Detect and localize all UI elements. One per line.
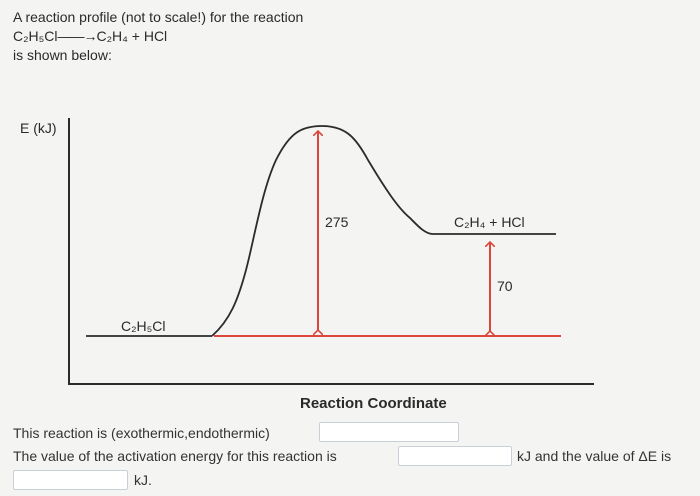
reaction-energy-curve (211, 125, 556, 337)
x-axis-label: Reaction Coordinate (300, 395, 447, 412)
reactant-label: C₂H₅Cl (121, 318, 166, 334)
question-1-text: This reaction is (exothermic,endothermic… (13, 425, 270, 441)
reaction-arrow: ——→ (57, 28, 98, 44)
activation-energy-value: 275 (325, 214, 349, 230)
products-formula: C₂H₄ + HCl (96, 28, 168, 44)
reactant-formula: C₂H₅Cl (13, 28, 58, 44)
intro-line-1: A reaction profile (not to scale!) for t… (13, 9, 304, 25)
product-label: C₂H₄ + HCl (454, 214, 525, 230)
delta-e-unit: kJ. (134, 472, 152, 488)
question-intro: A reaction profile (not to scale!) for t… (13, 8, 303, 65)
intro-line-3: is shown below: (13, 47, 112, 63)
reaction-equation: C₂H₅Cl——→C₂H₄ + HCl (13, 27, 303, 46)
question-2-text: The value of the activation energy for t… (13, 448, 337, 464)
activation-energy-input[interactable] (398, 446, 512, 466)
reaction-type-input[interactable] (319, 422, 459, 442)
question-2-suffix: kJ and the value of ΔE is (517, 448, 672, 464)
delta-e-value: 70 (497, 278, 513, 294)
delta-e-input[interactable] (13, 470, 128, 490)
y-axis-label: E (kJ) (20, 120, 57, 136)
